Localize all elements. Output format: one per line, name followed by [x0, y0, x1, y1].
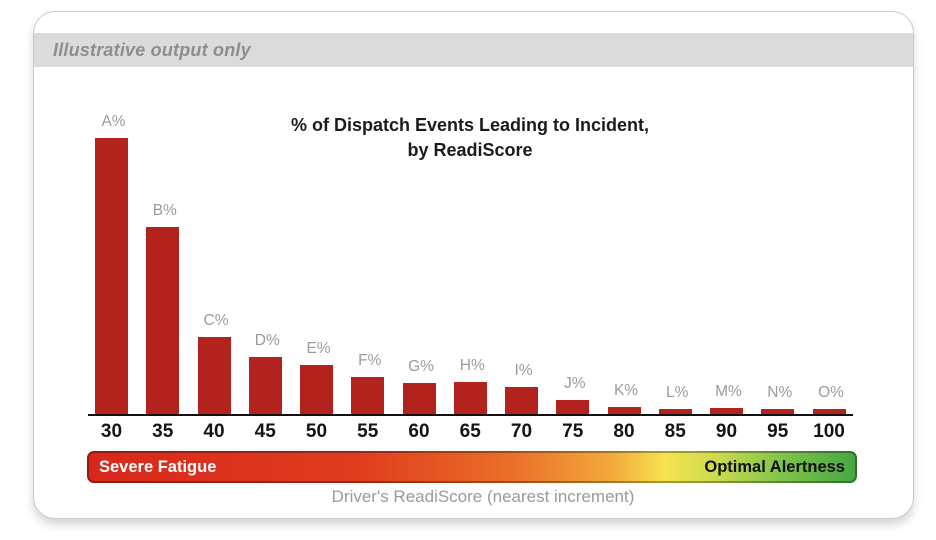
bar-value-label: A% [101, 113, 126, 130]
bar-value-label: H% [459, 357, 485, 374]
x-tick-label: 90 [715, 421, 738, 442]
bar-value-label: N% [767, 384, 793, 401]
bar-75 [556, 400, 590, 414]
bar-value-label: L% [666, 384, 689, 401]
illustrative-banner: Illustrative output only [34, 33, 913, 67]
bar-35 [146, 227, 180, 414]
banner-label: Illustrative output only [53, 39, 251, 60]
bar-value-label: K% [613, 382, 639, 399]
x-tick-label: 60 [408, 421, 430, 442]
bar-85 [658, 409, 692, 414]
x-tick-label: 75 [562, 421, 584, 442]
x-tick-label: 85 [664, 421, 686, 442]
bar-40 [197, 337, 231, 414]
chart-title-line1: % of Dispatch Events Leading to Incident… [290, 115, 650, 135]
x-tick-label: 40 [203, 421, 225, 442]
x-tick-label: 80 [613, 421, 635, 442]
bar-value-label: E% [306, 340, 331, 357]
bar-95 [761, 409, 795, 414]
bar-value-label: J% [563, 375, 586, 392]
bar-65 [453, 382, 487, 414]
x-axis-line [88, 413, 853, 416]
bar-30 [95, 138, 128, 414]
severe-fatigue-label: Severe Fatigue [99, 457, 217, 476]
x-tick-label: 65 [459, 421, 481, 442]
x-tick-label: 55 [357, 421, 379, 442]
chart-title: % of Dispatch Events Leading to Incident… [230, 113, 710, 163]
bar-value-label: O% [818, 384, 844, 401]
fatigue-alertness-scale: Severe Fatigue Optimal Alertness [87, 451, 857, 483]
bar-60 [402, 383, 436, 414]
x-axis-ticks: 30 35 40 45 50 55 60 65 70 75 80 85 90 95 100 [88, 421, 856, 443]
x-tick-label: 100 [813, 421, 845, 442]
bar-70 [505, 387, 538, 414]
x-tick-label: 50 [305, 421, 328, 442]
bar-90 [710, 408, 743, 414]
bar-value-label: M% [715, 383, 742, 400]
x-tick-label: 45 [254, 421, 276, 442]
bar-80 [607, 407, 641, 414]
bar-100 [812, 409, 846, 414]
x-tick-label: 30 [100, 421, 123, 442]
plot-area: A% B% C% D% E% F% G% H% I% J% K% L% M% N% O% [88, 110, 856, 416]
x-axis-caption: Driver's ReadiScore (nearest increment) [331, 487, 635, 506]
bar-55 [351, 377, 385, 414]
bar-50 [300, 365, 333, 414]
chart-title-line2: by ReadiScore [407, 140, 533, 160]
bar-value-label: G% [408, 358, 434, 375]
x-tick-label: 95 [767, 421, 789, 442]
x-tick-label: 70 [510, 421, 533, 442]
report-card [33, 11, 914, 519]
optimal-alertness-label: Optimal Alertness [704, 457, 845, 476]
bar-45 [248, 357, 282, 414]
bar-value-label: B% [152, 202, 177, 219]
bar-value-label: C% [203, 312, 229, 329]
bar-value-label: F% [358, 352, 382, 369]
bar-value-label: I% [514, 362, 533, 379]
bar-value-label: D% [254, 332, 280, 349]
x-tick-label: 35 [152, 421, 174, 442]
